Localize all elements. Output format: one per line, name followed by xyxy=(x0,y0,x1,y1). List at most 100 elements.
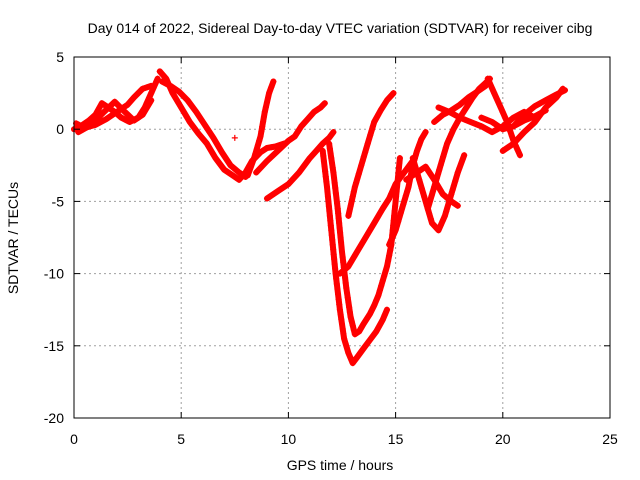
data-point xyxy=(304,116,311,123)
data-point xyxy=(386,241,393,248)
data-point xyxy=(139,111,146,118)
data-point xyxy=(221,166,228,173)
data-point xyxy=(346,304,353,311)
data-point xyxy=(451,200,458,207)
data-point xyxy=(246,168,253,175)
data-point xyxy=(445,199,452,206)
x-tick-label: 15 xyxy=(388,431,404,447)
data-point xyxy=(110,111,117,118)
data-point xyxy=(377,107,384,114)
data-point xyxy=(231,165,238,172)
data-point xyxy=(337,311,344,318)
data-point xyxy=(368,127,375,134)
data-point xyxy=(403,176,410,183)
data-point xyxy=(478,114,485,121)
data-point xyxy=(253,169,260,176)
data-point xyxy=(268,144,275,151)
data-point xyxy=(416,176,423,183)
data-point xyxy=(359,157,366,164)
data-point xyxy=(314,106,321,113)
data-point xyxy=(435,170,442,177)
data-point xyxy=(116,103,123,110)
data-point xyxy=(304,158,311,165)
data-point xyxy=(411,159,418,166)
data-point xyxy=(326,140,333,147)
data-point xyxy=(414,172,421,179)
data-point xyxy=(442,144,449,151)
data-point xyxy=(319,140,326,147)
data-point xyxy=(252,150,259,157)
data-point xyxy=(375,324,382,331)
data-point xyxy=(263,99,270,106)
data-point xyxy=(376,287,383,294)
data-point xyxy=(484,75,491,82)
data-point xyxy=(537,100,544,107)
data-point xyxy=(457,160,464,167)
data-point xyxy=(561,87,568,94)
data-point xyxy=(348,318,355,325)
data-point xyxy=(483,126,490,133)
data-point xyxy=(171,85,178,92)
data-point xyxy=(461,152,468,159)
data-point xyxy=(516,152,523,159)
data-point xyxy=(341,266,348,273)
data-point xyxy=(196,113,203,120)
data-point xyxy=(328,155,335,162)
data-point xyxy=(427,215,434,222)
data-point xyxy=(528,122,535,129)
data-point xyxy=(127,114,134,121)
data-point xyxy=(416,142,423,149)
data-point xyxy=(201,137,208,144)
data-point xyxy=(467,118,474,125)
data-point xyxy=(427,196,434,203)
data-point xyxy=(354,354,361,361)
data-point xyxy=(354,248,361,255)
data-point xyxy=(336,306,343,313)
data-point xyxy=(399,205,406,212)
data-point xyxy=(256,165,263,172)
data-point xyxy=(322,168,329,175)
data-point xyxy=(268,84,275,91)
data-point xyxy=(97,118,104,125)
data-point xyxy=(298,165,305,172)
data-point xyxy=(360,345,367,352)
data-point xyxy=(379,277,386,284)
data-point xyxy=(131,94,138,101)
data-point xyxy=(187,101,194,108)
data-point xyxy=(537,110,544,117)
data-point xyxy=(421,194,428,201)
data-point xyxy=(285,137,292,144)
data-point xyxy=(344,289,351,296)
data-point xyxy=(342,274,349,281)
data-point xyxy=(384,263,391,270)
data-point xyxy=(517,132,524,139)
data-point xyxy=(225,169,232,176)
data-point xyxy=(478,85,485,92)
data-point xyxy=(218,149,225,156)
data-point xyxy=(400,201,407,208)
data-point xyxy=(349,193,356,200)
data-point xyxy=(124,101,131,108)
data-point xyxy=(377,320,384,327)
data-point xyxy=(456,114,463,121)
data-point xyxy=(406,174,413,181)
data-point xyxy=(306,155,313,162)
data-point xyxy=(451,111,458,118)
data-point xyxy=(316,144,323,151)
data-point xyxy=(396,214,403,221)
data-point xyxy=(438,157,445,164)
data-point xyxy=(263,157,270,164)
data-point xyxy=(524,125,531,132)
data-point xyxy=(239,171,246,178)
data-point xyxy=(443,208,450,215)
data-point xyxy=(328,159,335,166)
data-point xyxy=(317,104,324,111)
data-point xyxy=(452,178,459,185)
data-point xyxy=(431,118,438,125)
data-point xyxy=(322,137,329,144)
data-point xyxy=(347,355,354,362)
data-point xyxy=(491,90,498,97)
data-point xyxy=(357,166,364,173)
data-point xyxy=(285,181,292,188)
data-point xyxy=(486,80,493,87)
